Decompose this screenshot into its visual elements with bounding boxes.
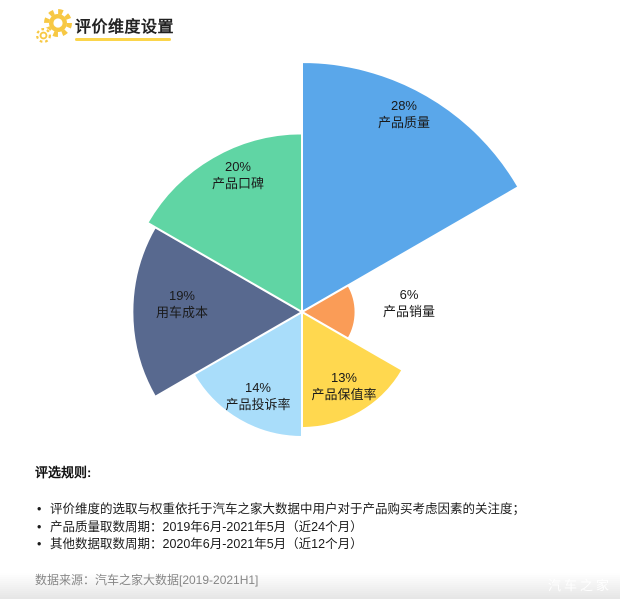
title-underline [75,38,171,41]
rules-list: 评价维度的选取与权重依托于汽车之家大数据中用户对于产品购买考虑因素的关注度；产品… [35,501,595,554]
pie-slice [301,284,357,340]
gear-icon [35,9,72,44]
rule-item: 评价维度的选取与权重依托于汽车之家大数据中用户对于产品购买考虑因素的关注度； [35,501,595,519]
rules-section: 评选规则: 评价维度的选取与权重依托于汽车之家大数据中用户对于产品购买考虑因素的… [35,462,595,554]
pie-slice [146,132,303,313]
rule-item: 产品质量取数周期：2019年6月-2021年5月（近24个月） [35,519,595,537]
pie-slice [131,226,303,398]
pie-slice [192,311,303,438]
watermark-logo: 汽车之家 [547,578,612,593]
data-source-note: 数据来源：汽车之家大数据[2019-2021H1] [35,573,259,587]
rose-chart [131,61,520,438]
pie-slice [301,61,520,313]
page-title: 评价维度设置 [75,19,175,36]
rule-item: 其他数据取数周期：2020年6月-2021年5月（近12个月） [35,536,595,554]
rules-heading: 评选规则: [35,465,92,480]
pie-slice [301,311,404,430]
